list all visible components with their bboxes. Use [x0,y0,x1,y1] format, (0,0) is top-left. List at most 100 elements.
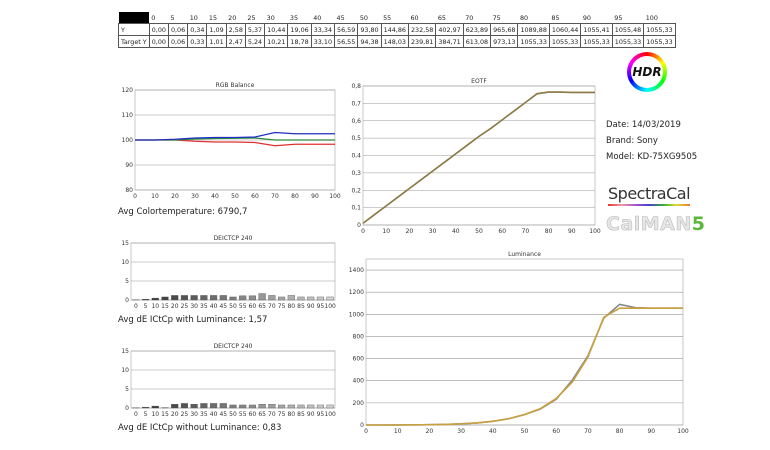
bar [229,404,237,409]
x-tick-label: 0 [364,428,368,435]
bar [180,403,188,409]
bar [248,295,256,301]
chart-title: DEICTCP 240 [214,235,253,242]
x-tick-label: 10 [382,228,390,235]
y-tick-label: 1000 [349,311,364,318]
table-row: Target Y 0,00 0,06 0,33 1,01 2,47 5,24 10,21 18,… [118,35,676,48]
table-header-row: 0 5 10 15 20 25 30 35 40 45 50 55 60 65 70 75 80 85 90 95 10… [118,12,676,24]
column-header: 5 [170,13,175,22]
bar [210,295,218,301]
x-tick-label: 80 [545,228,553,235]
table-cell: 94,38 [357,35,382,48]
x-tick-label: 30 [429,228,437,235]
report-brand: Brand: Sony [606,136,658,146]
bar [180,295,188,301]
x-tick-label: 50 [229,303,237,310]
column-header: 40 [313,13,322,22]
x-tick-label: 100 [329,193,341,200]
y-tick-label: 15 [121,348,129,355]
x-tick-label: 60 [498,228,506,235]
table-corner [118,12,150,24]
x-tick-label: 80 [291,193,299,200]
x-tick-label: 35 [200,303,208,310]
y-tick-label: 0 [125,297,129,304]
x-tick-label: 45 [219,411,227,418]
x-tick-label: 30 [190,411,198,418]
y-tick-label: 0,7 [351,100,361,107]
series-line-measured [362,91,595,224]
y-tick-label: 0,2 [351,187,361,194]
bar [161,296,169,301]
bar [142,407,150,409]
bar [239,404,247,409]
bar [258,404,266,409]
calman-logo: CalMAN5 [606,213,706,236]
bar [258,293,266,301]
y-tick-label: 5 [125,386,129,393]
x-tick-label: 70 [268,411,276,418]
bar [229,296,237,301]
column-header: 70 [465,13,474,22]
column-header: 75 [492,13,501,22]
x-tick-label: 100 [589,228,601,235]
bar [239,295,247,301]
bar [219,403,227,409]
chart-title: EOTF [471,78,487,85]
x-tick-label: 0 [134,303,138,310]
x-tick-label: 70 [271,193,279,200]
x-tick-label: 25 [181,303,189,310]
column-header: 85 [551,13,560,22]
spectracal-logo: SpectraCal [608,184,691,203]
bar [200,403,208,409]
y-tick-label: 1400 [349,267,364,274]
y-tick-label: 10 [121,367,129,374]
bar [171,404,179,409]
x-tick-label: 25 [181,411,189,418]
x-tick-label: 30 [457,428,465,435]
x-tick-label: 30 [191,193,199,200]
x-tick-label: 0 [133,193,137,200]
column-header: 45 [336,13,345,22]
x-tick-label: 30 [190,303,198,310]
bar [268,404,276,409]
x-tick-label: 60 [552,428,560,435]
x-tick-label: 5 [144,411,148,418]
x-tick-label: 80 [287,411,295,418]
bar [151,405,159,409]
x-tick-label: 90 [568,228,576,235]
y-tick-label: 0 [125,405,129,412]
x-tick-label: 15 [161,411,169,418]
x-tick-label: 95 [317,411,325,418]
y-tick-label: 400 [353,378,365,385]
x-tick-label: 15 [161,303,169,310]
x-tick-label: 50 [475,228,483,235]
x-tick-label: 0 [361,228,365,235]
bar [151,297,159,301]
x-tick-label: 80 [287,303,295,310]
x-tick-label: 100 [324,303,336,310]
chart-caption: Avg dE ICtCp without Luminance: 0,83 [118,423,281,433]
plot-area [130,242,336,301]
x-tick-label: 40 [211,193,219,200]
chart-title: RGB Balance [216,82,255,89]
bar [248,404,256,409]
table-cell: 384,71 [435,35,464,48]
x-tick-label: 75 [278,411,286,418]
y-tick-label: 5 [125,278,129,285]
column-header: 15 [208,13,218,22]
x-tick-label: 40 [210,303,218,310]
x-tick-label: 90 [307,303,315,310]
x-tick-label: 45 [219,303,227,310]
y-tick-label: 200 [353,400,365,407]
x-tick-label: 20 [406,228,414,235]
y-tick-label: 800 [353,333,365,340]
table-cell: 0,33 [187,35,208,48]
x-tick-label: 20 [171,411,179,418]
x-tick-label: 10 [151,303,159,310]
y-tick-label: 0,8 [351,83,361,90]
x-tick-label: 55 [239,411,247,418]
x-tick-label: 55 [239,303,247,310]
x-tick-label: 10 [394,428,402,435]
x-tick-label: 90 [647,428,655,435]
table-cell: 33,10 [310,35,336,48]
